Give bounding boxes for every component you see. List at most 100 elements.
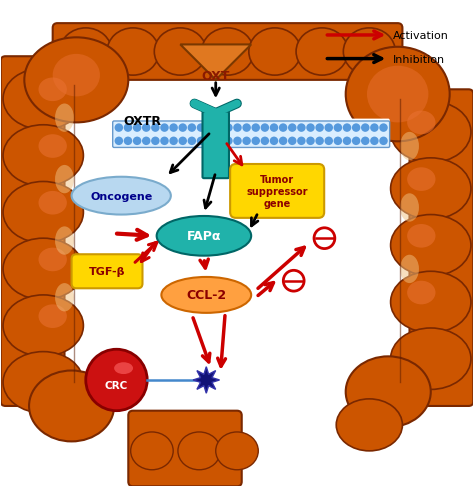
Ellipse shape (336, 399, 402, 451)
Text: OXT: OXT (201, 70, 230, 83)
Ellipse shape (400, 194, 419, 222)
Circle shape (215, 137, 223, 146)
Polygon shape (193, 367, 219, 393)
Text: FAPα: FAPα (187, 230, 221, 243)
FancyBboxPatch shape (202, 112, 229, 179)
Circle shape (169, 124, 178, 133)
Ellipse shape (178, 432, 220, 470)
FancyBboxPatch shape (113, 122, 390, 148)
Text: Inhibition: Inhibition (393, 55, 445, 65)
Circle shape (86, 350, 147, 411)
Ellipse shape (38, 248, 67, 272)
Ellipse shape (55, 166, 74, 194)
Ellipse shape (55, 227, 74, 255)
Ellipse shape (107, 29, 159, 76)
Circle shape (197, 137, 205, 146)
Circle shape (370, 124, 379, 133)
FancyBboxPatch shape (230, 165, 324, 218)
Circle shape (288, 137, 297, 146)
FancyBboxPatch shape (113, 119, 390, 150)
Circle shape (261, 124, 269, 133)
Ellipse shape (38, 78, 67, 102)
Circle shape (325, 137, 333, 146)
Circle shape (142, 124, 150, 133)
Circle shape (325, 124, 333, 133)
Circle shape (206, 137, 214, 146)
FancyBboxPatch shape (128, 411, 242, 486)
Ellipse shape (343, 29, 395, 76)
Circle shape (334, 124, 342, 133)
Ellipse shape (391, 272, 471, 333)
Circle shape (352, 124, 360, 133)
Ellipse shape (55, 104, 74, 133)
Ellipse shape (3, 295, 83, 357)
Ellipse shape (38, 305, 67, 328)
Ellipse shape (216, 432, 258, 470)
Circle shape (297, 124, 306, 133)
Ellipse shape (400, 255, 419, 284)
Circle shape (361, 137, 370, 146)
Circle shape (343, 137, 351, 146)
Circle shape (224, 137, 233, 146)
Ellipse shape (3, 352, 83, 413)
Ellipse shape (114, 363, 133, 374)
Ellipse shape (346, 357, 431, 427)
Ellipse shape (407, 111, 436, 135)
Circle shape (133, 124, 141, 133)
Text: Tumor
suppressor
gene: Tumor suppressor gene (246, 175, 308, 208)
Ellipse shape (60, 29, 112, 76)
Circle shape (252, 124, 260, 133)
Circle shape (334, 137, 342, 146)
Ellipse shape (155, 29, 206, 76)
Circle shape (279, 137, 287, 146)
Circle shape (215, 124, 223, 133)
Polygon shape (180, 45, 251, 81)
Circle shape (233, 124, 242, 133)
Ellipse shape (391, 102, 471, 163)
Circle shape (179, 124, 187, 133)
Ellipse shape (201, 29, 254, 76)
Ellipse shape (3, 182, 83, 243)
Ellipse shape (38, 191, 67, 215)
Ellipse shape (3, 69, 83, 130)
Text: OXTR: OXTR (124, 114, 162, 127)
Circle shape (179, 137, 187, 146)
Ellipse shape (407, 168, 436, 191)
Circle shape (315, 137, 324, 146)
Circle shape (124, 137, 132, 146)
Ellipse shape (55, 284, 74, 312)
Text: TGF-β: TGF-β (89, 267, 125, 277)
Ellipse shape (3, 126, 83, 187)
Circle shape (270, 124, 278, 133)
Ellipse shape (156, 216, 251, 256)
FancyBboxPatch shape (0, 57, 64, 406)
Circle shape (206, 124, 214, 133)
Circle shape (306, 137, 315, 146)
Ellipse shape (24, 38, 128, 123)
Ellipse shape (367, 67, 428, 123)
Circle shape (314, 228, 335, 249)
Circle shape (297, 137, 306, 146)
Circle shape (379, 124, 388, 133)
Circle shape (115, 137, 123, 146)
Circle shape (188, 124, 196, 133)
Circle shape (279, 124, 287, 133)
Ellipse shape (72, 177, 171, 215)
Ellipse shape (249, 29, 301, 76)
Ellipse shape (391, 328, 471, 390)
Ellipse shape (3, 238, 83, 300)
Circle shape (115, 124, 123, 133)
Circle shape (315, 124, 324, 133)
Text: Oncogene: Oncogene (90, 191, 152, 201)
FancyBboxPatch shape (53, 24, 402, 81)
Circle shape (242, 137, 251, 146)
Ellipse shape (346, 48, 450, 142)
Circle shape (188, 137, 196, 146)
Circle shape (133, 137, 141, 146)
Circle shape (242, 124, 251, 133)
Circle shape (283, 271, 304, 292)
Ellipse shape (391, 215, 471, 277)
Ellipse shape (400, 133, 419, 161)
Circle shape (252, 137, 260, 146)
Circle shape (233, 137, 242, 146)
